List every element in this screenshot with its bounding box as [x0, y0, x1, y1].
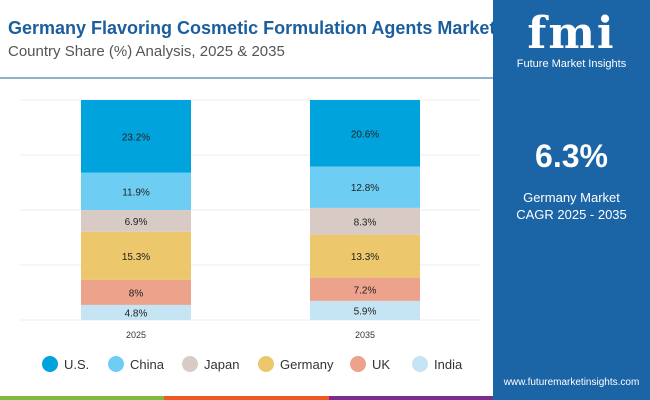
legend-swatch	[42, 356, 58, 372]
cagr-value: 6.3%	[535, 138, 608, 174]
legend-swatch	[108, 356, 124, 372]
bar-segment	[81, 231, 191, 280]
x-tick-label: 2025	[126, 330, 146, 340]
chart-subtitle: Country Share (%) Analysis, 2025 & 2035	[8, 43, 285, 60]
legend-label: UK	[372, 357, 390, 372]
bar-segment	[310, 207, 420, 235]
data-label: 5.9%	[354, 306, 377, 317]
data-label: 6.9%	[125, 217, 148, 228]
bar-segment	[81, 100, 191, 173]
bar-segment	[310, 166, 420, 208]
data-label: 8.3%	[354, 217, 377, 228]
data-label: 15.3%	[122, 252, 150, 263]
legend-swatch	[258, 356, 274, 372]
data-label: 20.6%	[351, 129, 379, 140]
data-label: 7.2%	[354, 285, 377, 296]
legend-label: Germany	[280, 357, 334, 372]
data-label: 13.3%	[351, 252, 379, 263]
legend-label: U.S.	[64, 357, 89, 372]
brand-name: Future Market Insights	[516, 58, 627, 70]
data-label: 4.8%	[125, 308, 148, 319]
bar-segment	[310, 277, 420, 301]
legend-swatch	[182, 356, 198, 372]
stacked-bar-chart: 23.2% 11.9% 6.9% 15.3% 8% 4.8% 2025 20.6% 12.8% 8…	[20, 99, 480, 372]
legend-label: China	[130, 357, 165, 372]
brand-panel: fmi Future Market Insights 6.3% Germany …	[493, 0, 650, 400]
data-label: 23.2%	[122, 132, 150, 143]
bar-segment	[310, 300, 420, 320]
legend-label: Japan	[204, 357, 239, 372]
cagr-label: Germany Market	[523, 190, 620, 205]
bar-segment	[81, 210, 191, 232]
x-tick-label: 2035	[355, 330, 375, 340]
bar-segment	[81, 279, 191, 305]
bar-segment	[81, 172, 191, 211]
legend-swatch	[412, 356, 428, 372]
divider	[0, 77, 493, 79]
legend-label: India	[434, 357, 463, 372]
fmi-logo: fmi	[527, 8, 616, 59]
data-label: 12.8%	[351, 183, 379, 194]
website-link[interactable]: www.futuremarketinsights.com	[503, 377, 640, 388]
cagr-period: CAGR 2025 - 2035	[516, 207, 627, 222]
chart-title: Germany Flavoring Cosmetic Formulation A…	[8, 18, 496, 38]
data-label: 8%	[129, 288, 144, 299]
data-label: 11.9%	[122, 187, 150, 198]
legend-swatch	[350, 356, 366, 372]
bar-segment	[81, 304, 191, 320]
bar-segment	[310, 100, 420, 167]
bar-segment	[310, 234, 420, 278]
color-stripe	[0, 396, 493, 400]
